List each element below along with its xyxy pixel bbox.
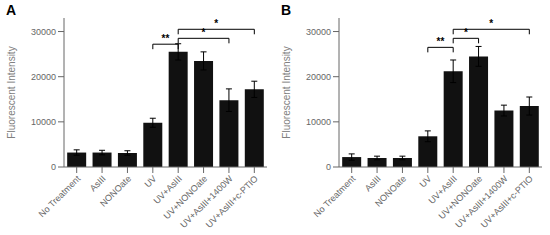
svg-text:0: 0 xyxy=(51,162,56,172)
svg-text:UV+AsIII+c-PTIO: UV+AsIII+c-PTIO xyxy=(479,174,535,230)
svg-text:UV+AsIII: UV+AsIII xyxy=(151,173,184,206)
svg-text:*: * xyxy=(464,27,468,38)
svg-text:UV+NONOate: UV+NONOate xyxy=(437,174,485,222)
svg-text:UV: UV xyxy=(418,174,434,190)
svg-text:UV+AsIII+c-PTIO: UV+AsIII+c-PTIO xyxy=(204,174,260,230)
svg-text:**: ** xyxy=(162,33,170,44)
svg-text:30000: 30000 xyxy=(31,27,56,37)
svg-text:10000: 10000 xyxy=(306,117,331,127)
svg-text:No Treatment: No Treatment xyxy=(312,173,358,219)
svg-text:**: ** xyxy=(437,36,445,47)
svg-text:0: 0 xyxy=(326,162,331,172)
svg-text:AsIII: AsIII xyxy=(88,174,108,194)
svg-text:UV+AsIII: UV+AsIII xyxy=(426,173,459,206)
svg-text:NONOate: NONOate xyxy=(373,174,408,209)
svg-text:30000: 30000 xyxy=(306,27,331,37)
svg-text:No Treatment: No Treatment xyxy=(37,173,83,219)
svg-text:*: * xyxy=(489,18,493,29)
svg-text:UV+AsIII+1400W: UV+AsIII+1400W xyxy=(178,173,235,230)
svg-text:*: * xyxy=(202,27,206,38)
svg-text:NONOate: NONOate xyxy=(98,174,133,209)
svg-text:UV+AsIII+1400W: UV+AsIII+1400W xyxy=(453,173,510,230)
html-text:A: A xyxy=(6,2,17,18)
svg-text:Fluorescent Intensity: Fluorescent Intensity xyxy=(8,46,17,138)
svg-text:20000: 20000 xyxy=(306,72,331,82)
svg-text:AsIII: AsIII xyxy=(363,174,383,194)
html-text:B: B xyxy=(281,2,292,18)
svg-text:Fluorescent Intensity: Fluorescent Intensity xyxy=(281,46,292,138)
svg-text:10000: 10000 xyxy=(31,117,56,127)
svg-text:*: * xyxy=(214,18,218,29)
svg-text:UV+NONOate: UV+NONOate xyxy=(162,174,210,222)
svg-text:20000: 20000 xyxy=(31,72,56,82)
svg-text:UV: UV xyxy=(143,174,159,190)
